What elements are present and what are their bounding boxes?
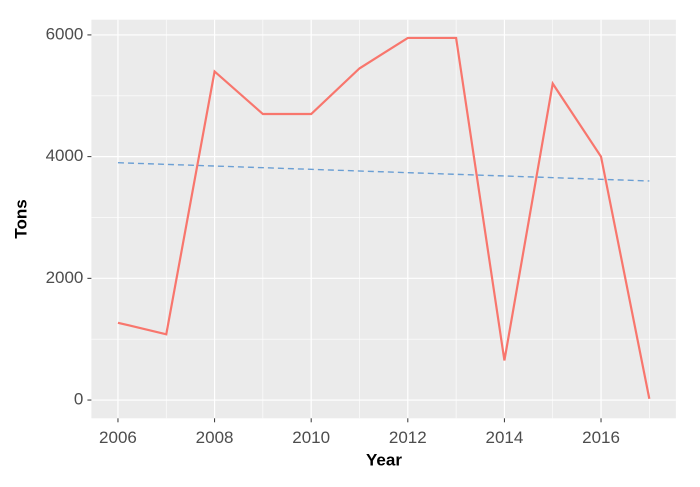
- x-tick-label: 2010: [292, 428, 330, 447]
- y-tick-label: 0: [74, 390, 83, 409]
- x-tick-label: 2006: [99, 428, 137, 447]
- x-tick-label: 2012: [389, 428, 427, 447]
- y-axis-title: Tons: [11, 199, 30, 238]
- y-tick-label: 4000: [46, 146, 84, 165]
- x-axis-title: Year: [366, 450, 402, 469]
- plot-panel: [91, 19, 676, 419]
- x-tick-label: 2014: [486, 428, 524, 447]
- trend-line: [117, 162, 650, 182]
- y-tick-label: 2000: [46, 268, 84, 287]
- x-tick-label: 2008: [196, 428, 234, 447]
- data-line: [117, 36, 651, 400]
- x-tick-label: 2016: [582, 428, 620, 447]
- y-tick-label: 6000: [46, 24, 84, 43]
